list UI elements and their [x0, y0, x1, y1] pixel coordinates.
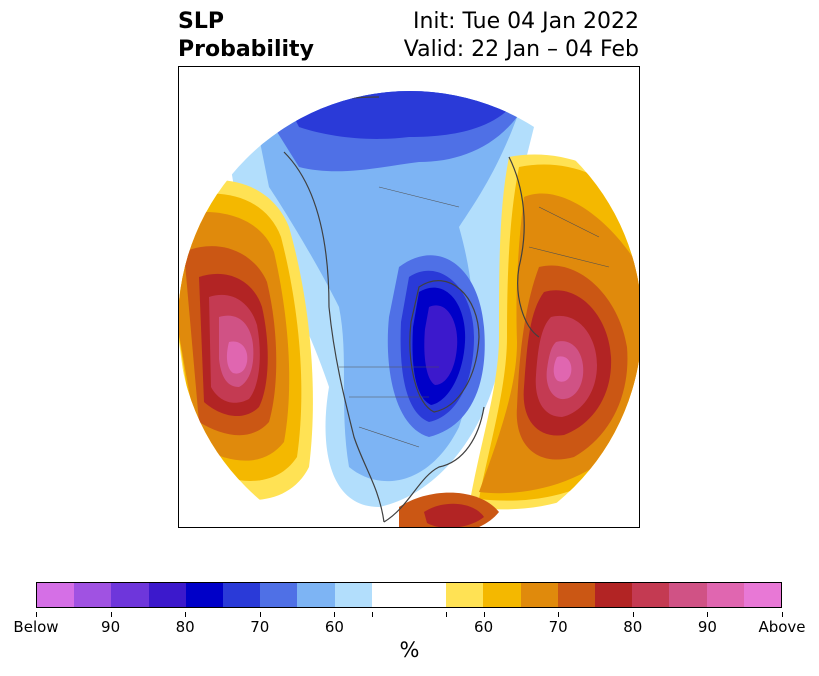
colorbar-tick	[185, 612, 187, 617]
colorbar-segment	[409, 583, 447, 607]
variable-name: SLP	[178, 9, 224, 34]
colorbar-segment	[371, 583, 410, 607]
colorbar-tick	[334, 612, 336, 617]
colorbar-tick-label: 90	[697, 618, 717, 636]
colorbar-segment	[557, 583, 596, 607]
map-canvas	[179, 91, 639, 527]
colorbar-segment	[223, 583, 261, 607]
colorbar-tick-label: 70	[548, 618, 568, 636]
colorbar-tick-label: 60	[324, 618, 344, 636]
map-title: SLP Probability	[178, 8, 314, 64]
colorbar-segment	[260, 583, 298, 607]
colorbar-segment	[446, 583, 484, 607]
colorbar-labels: Below 90 80 70 60 60 70 80 90 Above	[0, 612, 819, 636]
colorbar-tick-label: 90	[101, 618, 121, 636]
colorbar-tick	[782, 612, 783, 617]
colorbar-tick	[446, 612, 448, 617]
polar-map	[178, 66, 640, 528]
colorbar-tick	[36, 612, 37, 617]
colorbar-segment	[520, 583, 558, 607]
colorbar-tick	[632, 612, 634, 617]
colorbar-unit: %	[399, 638, 420, 662]
colorbar-segment	[297, 583, 335, 607]
colorbar-segment	[74, 583, 112, 607]
colorbar-tick-label: 80	[175, 618, 195, 636]
init-date: Init: Tue 04 Jan 2022	[412, 9, 639, 34]
colorbar-segment	[148, 583, 186, 607]
colorbar-segment	[706, 583, 744, 607]
colorbar	[36, 582, 782, 608]
colorbar-segment	[483, 583, 521, 607]
colorbar-segment	[595, 583, 633, 607]
colorbar-segment	[37, 583, 75, 607]
violet-core	[424, 305, 458, 385]
colorbar-segment	[669, 583, 707, 607]
colorbar-segment	[111, 583, 149, 607]
anomaly-field	[179, 91, 639, 527]
atlantic-magenta	[553, 356, 572, 382]
date-info: Init: Tue 04 Jan 2022 Valid: 22 Jan – 04…	[404, 8, 639, 64]
colorbar-segment	[632, 583, 670, 607]
field-name: Probability	[178, 37, 314, 62]
colorbar-tick	[110, 612, 112, 617]
colorbar-segment	[334, 583, 372, 607]
southeast-red-patch	[424, 503, 484, 527]
colorbar-tick-label: Above	[758, 618, 806, 636]
colorbar-tick	[259, 612, 261, 617]
colorbar-segment	[185, 583, 224, 607]
pacific-magenta	[226, 341, 248, 374]
borders	[339, 186, 610, 448]
colorbar-tick-label: 70	[250, 618, 270, 636]
colorbar-tick	[558, 612, 560, 617]
valid-range: Valid: 22 Jan – 04 Feb	[403, 37, 639, 62]
colorbar-tick-label: 80	[623, 618, 643, 636]
colorbar-tick-label: 60	[474, 618, 494, 636]
colorbar-tick	[483, 612, 485, 617]
colorbar-tick	[707, 612, 709, 617]
colorbar-tick	[371, 612, 373, 617]
colorbar-tick-label: Below	[13, 618, 59, 636]
colorbar-segment	[743, 583, 782, 607]
